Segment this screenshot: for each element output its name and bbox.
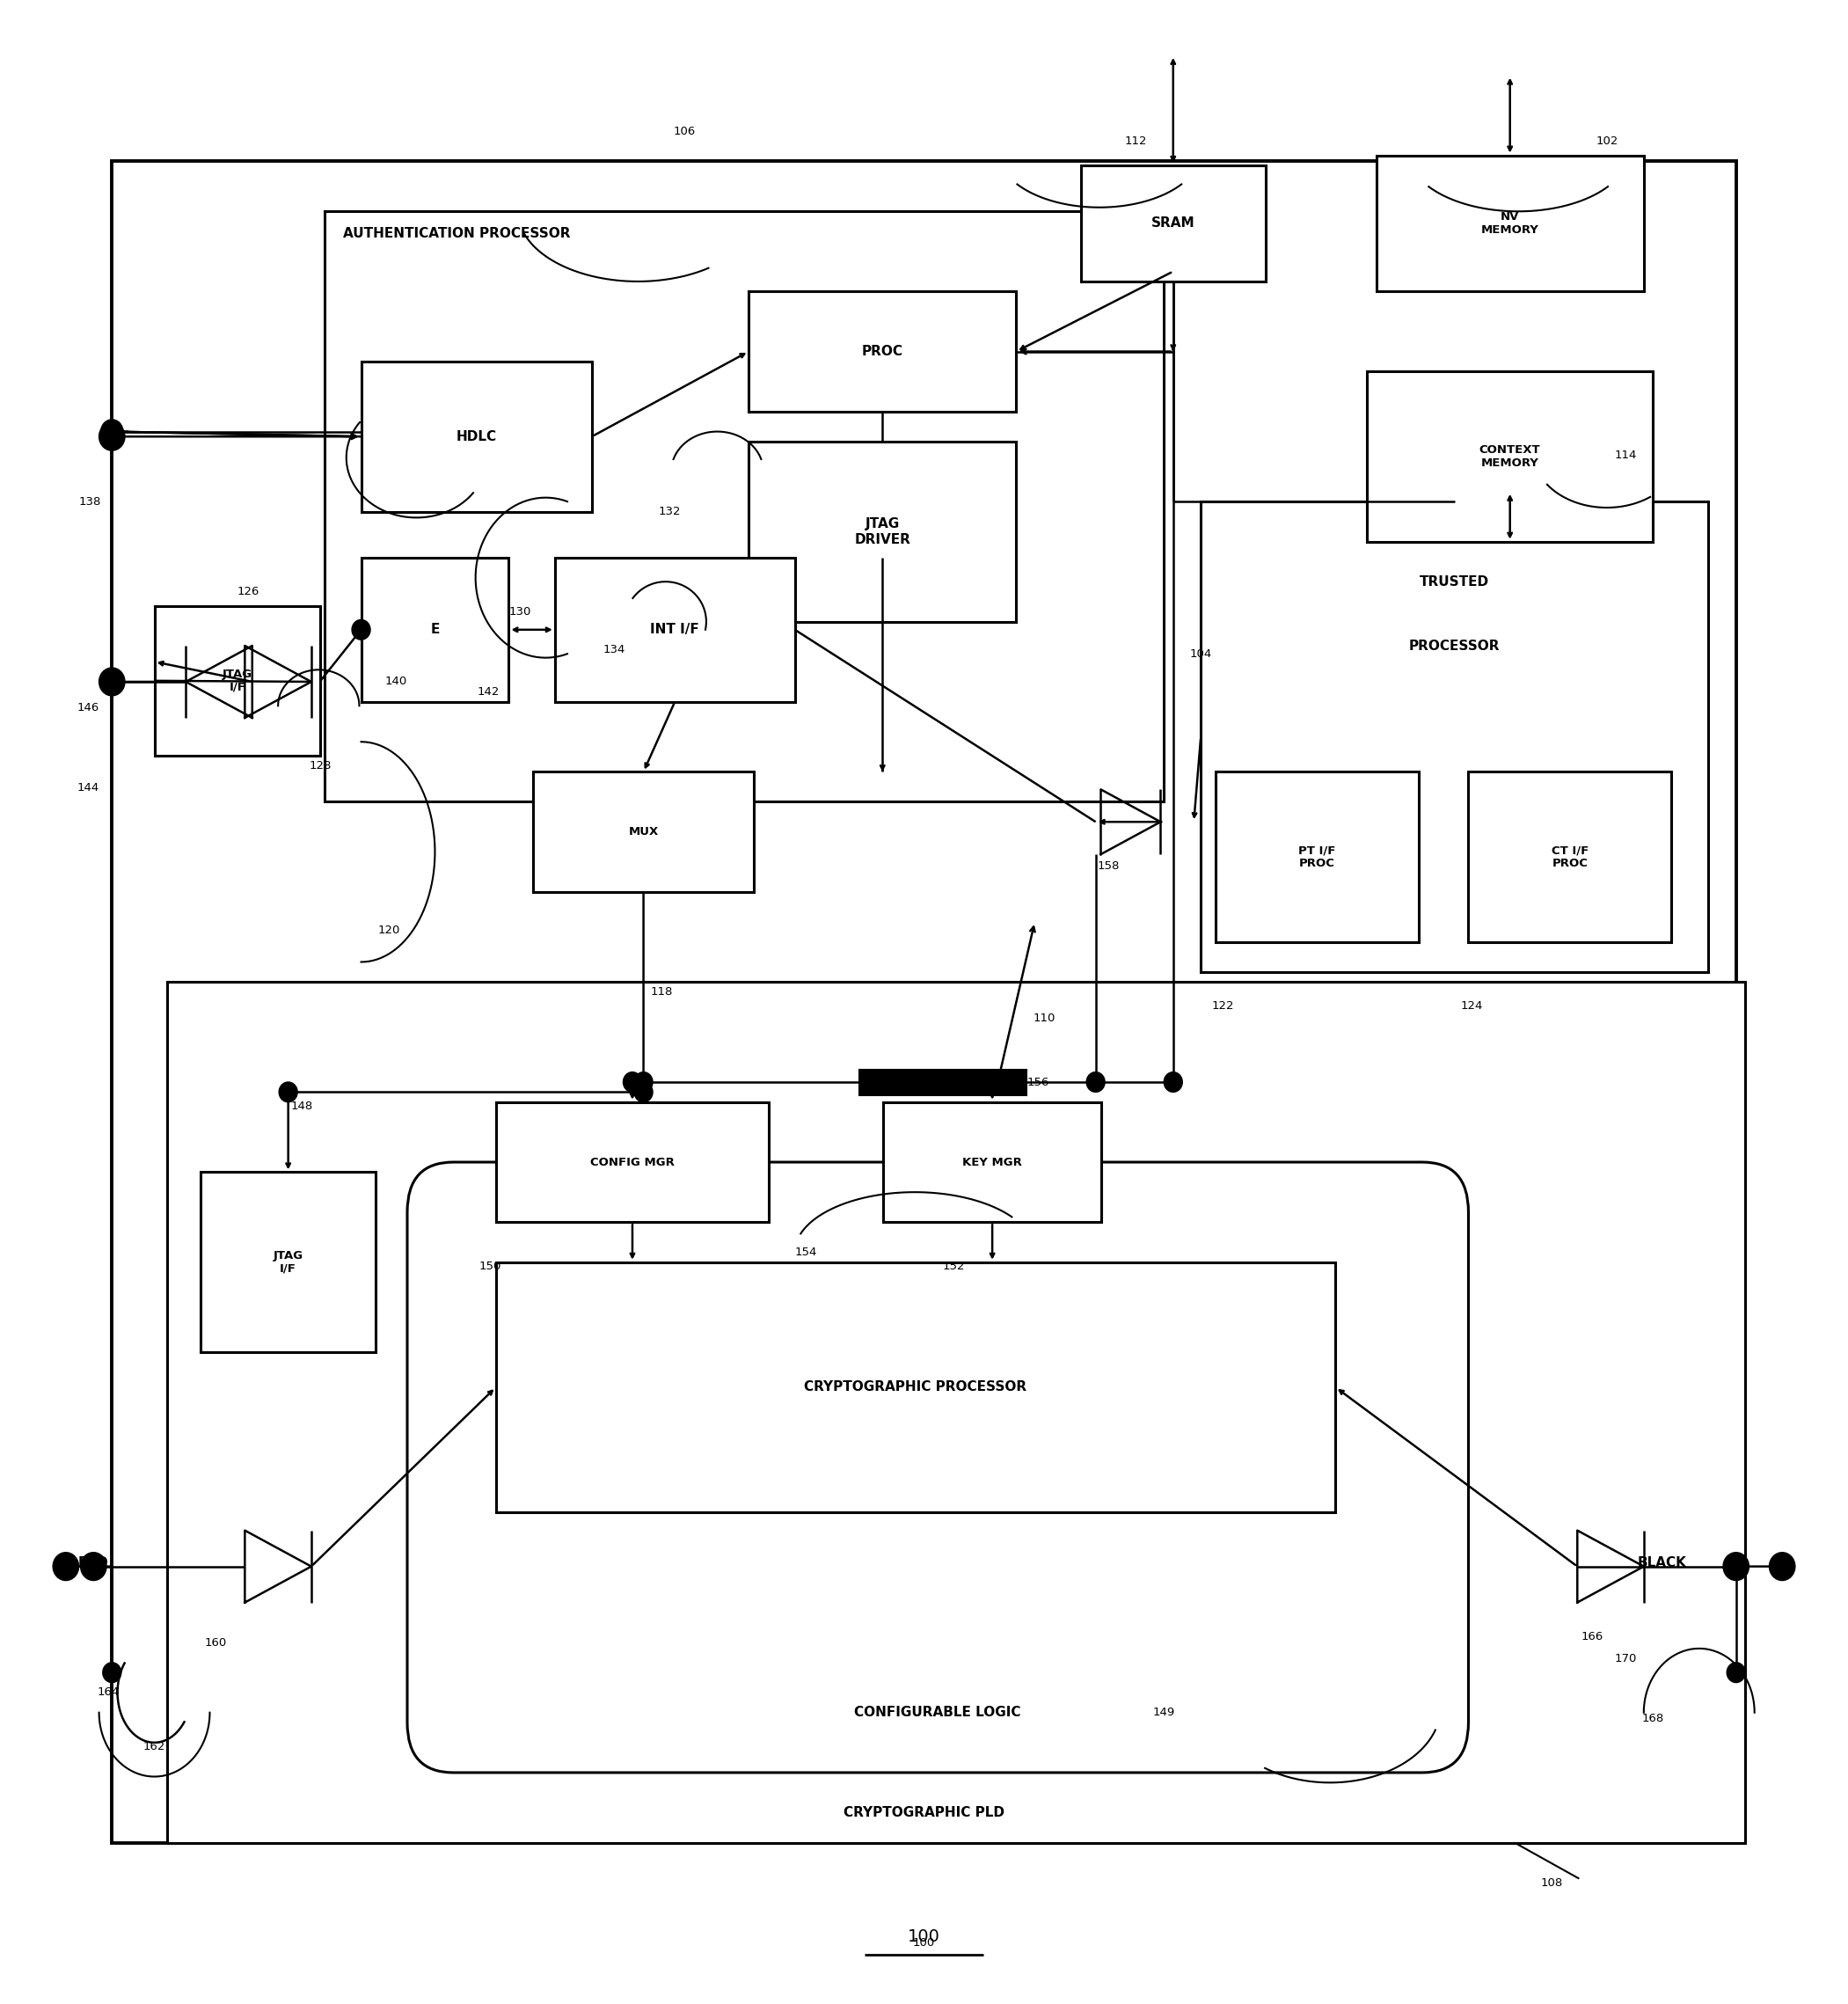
Text: 156: 156 <box>1027 1076 1050 1088</box>
Text: 148: 148 <box>290 1100 312 1112</box>
Text: 124: 124 <box>1462 1000 1484 1012</box>
Circle shape <box>1726 1663 1745 1683</box>
Bar <box>748 441 1016 621</box>
Circle shape <box>634 1082 652 1102</box>
Bar <box>1201 501 1708 972</box>
Text: JTAG
I/F: JTAG I/F <box>222 669 253 693</box>
Bar <box>495 1263 1336 1513</box>
Bar <box>1469 772 1671 942</box>
Bar <box>859 1070 1026 1094</box>
Bar <box>168 982 1745 1842</box>
Text: MUX: MUX <box>628 826 658 838</box>
Text: NV
MEMORY: NV MEMORY <box>1480 210 1539 236</box>
Text: KEY MGR: KEY MGR <box>963 1156 1022 1168</box>
Text: 100: 100 <box>913 1938 935 1948</box>
Text: 149: 149 <box>1153 1707 1175 1717</box>
Text: 150: 150 <box>479 1261 501 1273</box>
Text: 130: 130 <box>508 605 530 617</box>
Text: 152: 152 <box>942 1261 965 1273</box>
Bar <box>1368 371 1652 541</box>
Text: TRUSTED: TRUSTED <box>1419 575 1489 589</box>
Text: 146: 146 <box>78 701 100 713</box>
Circle shape <box>279 1082 298 1102</box>
Bar <box>1216 772 1419 942</box>
Text: E: E <box>431 623 440 637</box>
Circle shape <box>100 423 126 451</box>
Text: PROCESSOR: PROCESSOR <box>1408 639 1501 653</box>
Text: 112: 112 <box>1125 136 1148 146</box>
Text: 170: 170 <box>1613 1653 1637 1663</box>
Bar <box>113 162 1735 1842</box>
Text: CRYPTOGRAPHIC PLD: CRYPTOGRAPHIC PLD <box>843 1806 1005 1820</box>
Text: 120: 120 <box>377 924 399 936</box>
Circle shape <box>623 1072 641 1092</box>
Text: PROC: PROC <box>861 345 904 359</box>
Text: JTAG
DRIVER: JTAG DRIVER <box>854 517 911 545</box>
FancyBboxPatch shape <box>407 1162 1469 1774</box>
Bar <box>1081 166 1266 281</box>
Circle shape <box>103 1663 122 1683</box>
Text: RED: RED <box>78 1555 109 1569</box>
Bar <box>360 557 508 701</box>
Text: 138: 138 <box>79 495 102 507</box>
Bar <box>1377 156 1643 291</box>
Circle shape <box>634 1072 652 1092</box>
Bar <box>155 605 320 756</box>
Text: 160: 160 <box>203 1637 227 1647</box>
Text: CONTEXT
MEMORY: CONTEXT MEMORY <box>1480 445 1541 469</box>
Text: 168: 168 <box>1641 1713 1663 1723</box>
Bar <box>201 1172 375 1353</box>
Circle shape <box>100 667 126 695</box>
Circle shape <box>1722 1553 1748 1581</box>
Text: 122: 122 <box>1212 1000 1234 1012</box>
Text: 164: 164 <box>98 1687 120 1697</box>
Text: AUTHENTICATION PROCESSOR: AUTHENTICATION PROCESSOR <box>342 226 569 240</box>
Text: 134: 134 <box>602 643 625 655</box>
Text: 162: 162 <box>144 1741 166 1751</box>
Text: 154: 154 <box>795 1246 817 1259</box>
Text: 140: 140 <box>384 675 407 687</box>
Text: 108: 108 <box>1541 1878 1563 1888</box>
Text: 106: 106 <box>673 126 695 136</box>
Circle shape <box>1164 1072 1183 1092</box>
Bar <box>748 291 1016 411</box>
Text: 132: 132 <box>658 505 680 517</box>
Text: 142: 142 <box>477 685 499 697</box>
Text: 118: 118 <box>650 986 673 998</box>
Text: JTAG
I/F: JTAG I/F <box>274 1250 303 1275</box>
Text: HDLC: HDLC <box>456 431 497 443</box>
Circle shape <box>1769 1553 1794 1581</box>
Text: SRAM: SRAM <box>1151 216 1196 230</box>
Text: 110: 110 <box>1033 1012 1055 1024</box>
Bar <box>554 557 795 701</box>
Circle shape <box>54 1553 79 1581</box>
Text: 114: 114 <box>1613 449 1637 461</box>
Circle shape <box>351 619 370 639</box>
Text: 126: 126 <box>237 585 261 597</box>
Bar <box>360 361 591 511</box>
Text: CONFIGURABLE LOGIC: CONFIGURABLE LOGIC <box>854 1705 1022 1719</box>
Bar <box>883 1102 1101 1222</box>
Text: INT I/F: INT I/F <box>650 623 699 637</box>
Text: 102: 102 <box>1595 136 1619 146</box>
Circle shape <box>81 1553 107 1581</box>
Text: 166: 166 <box>1582 1631 1604 1641</box>
Text: 158: 158 <box>1098 860 1120 872</box>
Circle shape <box>102 419 124 443</box>
Circle shape <box>1087 1072 1105 1092</box>
Text: 100: 100 <box>907 1928 941 1946</box>
Bar <box>323 210 1164 802</box>
Text: 144: 144 <box>78 782 100 794</box>
Circle shape <box>983 1072 1002 1092</box>
Text: BLACK: BLACK <box>1637 1555 1687 1569</box>
Text: CRYPTOGRAPHIC PROCESSOR: CRYPTOGRAPHIC PROCESSOR <box>804 1381 1027 1395</box>
Text: 104: 104 <box>1190 647 1212 659</box>
Text: CT I/F
PROC: CT I/F PROC <box>1550 844 1589 870</box>
Bar <box>532 772 754 892</box>
Bar <box>495 1102 769 1222</box>
Text: CONFIG MGR: CONFIG MGR <box>590 1156 675 1168</box>
Text: PT I/F
PROC: PT I/F PROC <box>1299 844 1336 870</box>
Text: 128: 128 <box>309 760 331 772</box>
